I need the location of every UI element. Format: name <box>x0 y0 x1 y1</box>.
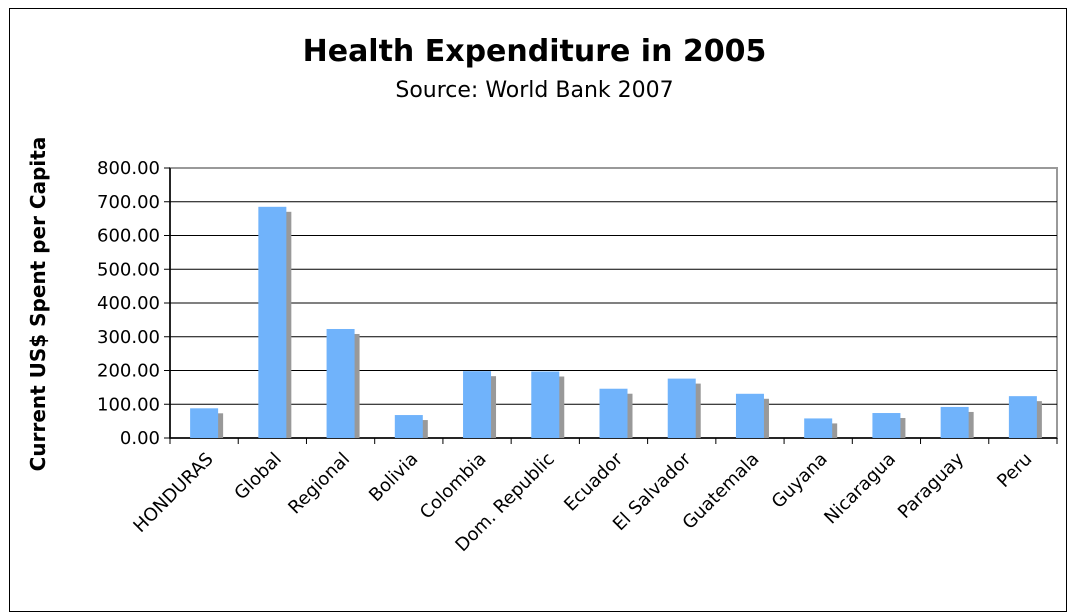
y-tick-label: 600.00 <box>97 226 160 247</box>
x-tick-label: Regional <box>284 449 354 519</box>
bar <box>190 408 219 438</box>
y-tick-label: 500.00 <box>97 259 160 280</box>
y-tick-label: 100.00 <box>97 394 160 415</box>
x-tick-label: Peru <box>993 449 1036 492</box>
y-tick-label: 300.00 <box>97 327 160 348</box>
bar <box>394 415 423 438</box>
y-tick-label: 200.00 <box>97 361 160 382</box>
x-tick-label: Paraguay <box>894 448 969 523</box>
x-tick-label: Global <box>230 449 285 504</box>
x-tick-label: Guyana <box>768 449 832 513</box>
bar <box>326 328 355 438</box>
bar <box>872 413 901 438</box>
bar <box>735 393 764 438</box>
y-tick-label: 400.00 <box>97 293 160 314</box>
x-tick-label: HONDURAS <box>129 449 217 537</box>
bar <box>804 418 833 438</box>
y-tick-label: 0.00 <box>120 428 160 449</box>
bar <box>667 378 696 438</box>
chart-frame <box>9 8 1067 612</box>
chart-subtitle: Source: World Bank 2007 <box>395 78 674 103</box>
bar <box>599 388 628 438</box>
x-tick-label: Nicaragua <box>820 449 900 529</box>
bar <box>463 371 492 438</box>
y-tick-label: 700.00 <box>97 192 160 213</box>
y-tick-label: 800.00 <box>97 158 160 179</box>
bar <box>531 371 560 438</box>
x-tick-label: Bolivia <box>365 449 422 506</box>
bar <box>940 406 969 438</box>
bar <box>258 206 287 438</box>
bar <box>1008 396 1037 438</box>
x-tick-label: Ecuador <box>560 448 627 515</box>
chart-title: Health Expenditure in 2005 <box>302 34 767 69</box>
